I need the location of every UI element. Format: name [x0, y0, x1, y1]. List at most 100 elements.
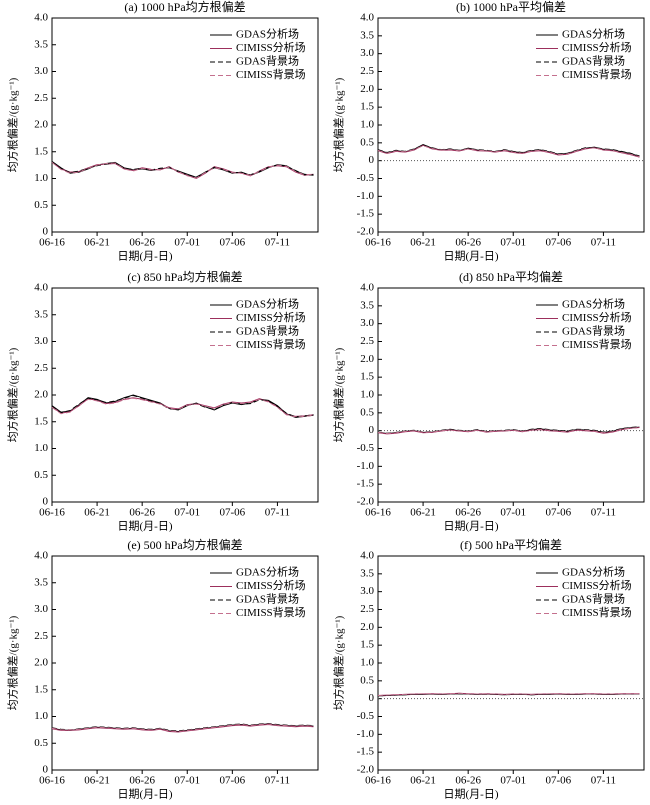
x-tick-label: 06-21: [410, 237, 436, 249]
x-axis-label: 日期(月-日): [444, 250, 499, 263]
legend-label: CIMISS背景场: [562, 67, 632, 81]
y-tick-label: 1.0: [34, 442, 48, 454]
series-line: [51, 161, 314, 180]
x-tick-label: 07-11: [591, 775, 616, 787]
x-tick-label: 07-06: [546, 507, 572, 519]
y-tick-label: -0.5: [357, 172, 375, 184]
y-tick-label: -1.0: [357, 460, 375, 472]
legend-label: GDAS背景场: [562, 54, 625, 68]
y-tick-label: 0.5: [34, 737, 48, 749]
legend-label: GDAS分析场: [562, 27, 625, 41]
x-tick-label: 06-26: [129, 775, 155, 787]
y-tick-label: 3.0: [34, 335, 48, 347]
y-tick-label: 0.5: [360, 136, 374, 148]
y-tick-label: 4.0: [360, 550, 374, 562]
y-tick-label: 1.5: [34, 415, 48, 427]
y-tick-label: 2.5: [34, 362, 48, 374]
legend-label: CIMISS背景场: [236, 67, 306, 81]
y-axis-label: 均方根偏差/(g·kg⁻¹): [332, 77, 346, 172]
y-tick-label: 2.0: [360, 353, 374, 365]
y-tick-label: 3.0: [360, 585, 374, 597]
legend-label: GDAS背景场: [236, 324, 299, 338]
legend-label: GDAS分析场: [236, 297, 299, 311]
y-tick-label: 2.0: [360, 621, 374, 633]
chart-title: (c) 850 hPa均方根偏差: [127, 269, 242, 284]
legend-label: GDAS分析场: [562, 297, 625, 311]
y-tick-label: 2.0: [34, 119, 48, 131]
legend-label: GDAS背景场: [562, 592, 625, 606]
x-tick-label: 06-16: [365, 237, 391, 249]
y-tick-label: 3.5: [34, 308, 48, 320]
y-tick-label: 1.5: [360, 101, 374, 113]
x-axis-label: 日期(月-日): [118, 788, 173, 801]
y-axis-label: 均方根偏差/(g·kg⁻¹): [6, 615, 20, 710]
series-line: [51, 723, 314, 733]
x-tick-label: 06-21: [84, 237, 110, 249]
x-tick-label: 07-11: [591, 237, 616, 249]
x-tick-label: 06-16: [39, 237, 65, 249]
x-tick-label: 06-21: [410, 507, 436, 519]
series-line: [377, 427, 640, 435]
y-tick-label: -1.5: [357, 208, 375, 220]
y-axis-label: 均方根偏差/(g·kg⁻¹): [332, 347, 346, 442]
y-axis-label: 均方根偏差/(g·kg⁻¹): [6, 347, 20, 442]
legend-label: CIMISS分析场: [562, 40, 632, 54]
y-tick-label: 0.5: [360, 406, 374, 418]
series-line: [377, 144, 640, 158]
y-tick-label: -2.0: [357, 226, 375, 238]
y-tick-label: 1.0: [360, 657, 374, 669]
y-tick-label: 3.0: [360, 317, 374, 329]
y-tick-label: -0.5: [357, 442, 375, 454]
legend-label: CIMISS分析场: [236, 578, 306, 592]
x-tick-label: 07-01: [174, 775, 200, 787]
y-tick-label: 0: [43, 764, 49, 776]
y-tick-label: 3.5: [360, 29, 374, 41]
y-tick-label: 3.0: [34, 65, 48, 77]
y-tick-label: 2.5: [34, 92, 48, 104]
y-tick-label: 1.5: [34, 683, 48, 695]
chart-title: (b) 1000 hPa平均偏差: [456, 0, 566, 14]
legend-label: CIMISS分析场: [236, 40, 306, 54]
y-tick-label: 0: [369, 692, 375, 704]
x-tick-label: 07-06: [546, 237, 572, 249]
y-tick-label: 4.0: [34, 12, 48, 24]
y-tick-label: 0: [369, 424, 375, 436]
x-tick-label: 07-11: [265, 775, 290, 787]
y-tick-label: 3.5: [360, 299, 374, 311]
y-tick-label: -1.0: [357, 190, 375, 202]
y-tick-label: 0: [43, 496, 49, 508]
y-tick-label: 3.5: [34, 576, 48, 588]
x-tick-label: 07-01: [174, 237, 200, 249]
y-axis-label: 均方根偏差/(g·kg⁻¹): [6, 77, 20, 172]
y-tick-label: 2.5: [360, 65, 374, 77]
x-tick-label: 06-26: [129, 237, 155, 249]
chart-title: (f) 500 hPa平均偏差: [460, 537, 562, 552]
x-axis-label: 日期(月-日): [444, 520, 499, 533]
y-tick-label: 2.5: [360, 335, 374, 347]
x-tick-label: 06-16: [39, 507, 65, 519]
legend-label: GDAS背景场: [562, 324, 625, 338]
y-tick-label: 2.0: [360, 83, 374, 95]
y-tick-label: -2.0: [357, 764, 375, 776]
y-tick-label: 4.0: [34, 550, 48, 562]
y-tick-label: 2.0: [34, 657, 48, 669]
series-line: [51, 397, 314, 418]
series-line: [51, 162, 314, 179]
series-line: [377, 692, 640, 696]
y-tick-label: 0: [369, 154, 375, 166]
legend-label: CIMISS背景场: [562, 605, 632, 619]
legend-label: GDAS分析场: [236, 27, 299, 41]
x-axis-label: 日期(月-日): [118, 520, 173, 533]
legend-label: GDAS背景场: [236, 592, 299, 606]
x-tick-label: 07-06: [546, 775, 572, 787]
series-line: [377, 144, 640, 157]
y-axis-label: 均方根偏差/(g·kg⁻¹): [332, 615, 346, 710]
legend-label: GDAS分析场: [236, 565, 299, 579]
chart-title: (e) 500 hPa均方根偏差: [127, 537, 242, 552]
x-tick-label: 06-21: [84, 507, 110, 519]
series-line: [51, 394, 314, 418]
legend-label: GDAS背景场: [236, 54, 299, 68]
y-tick-label: 0: [43, 226, 49, 238]
x-tick-label: 07-01: [500, 775, 526, 787]
x-axis-label: 日期(月-日): [118, 250, 173, 263]
